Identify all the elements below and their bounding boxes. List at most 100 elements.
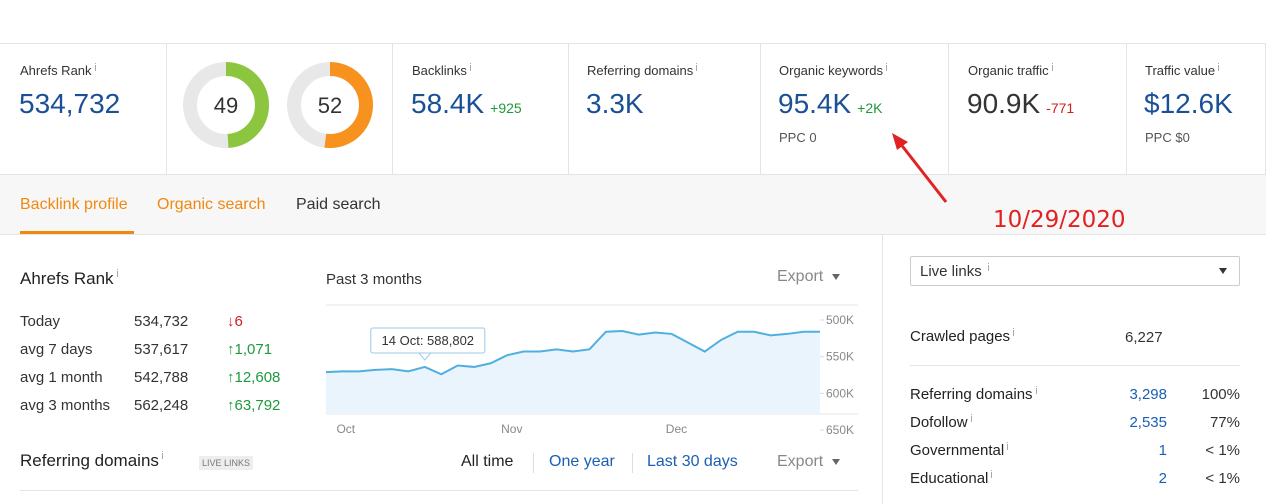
tooltip-text: 14 Oct: 588,802: [382, 333, 475, 348]
text: Referring domains: [587, 63, 694, 78]
side-border: [882, 235, 883, 504]
text: Traffic value: [1145, 63, 1216, 78]
tab-bar: [0, 174, 1266, 235]
row-value: 534,732: [134, 313, 189, 330]
info-icon: [1051, 63, 1055, 72]
side-percent: < 1%: [1205, 442, 1240, 459]
side-label: Referring domains: [910, 386, 1039, 403]
side-percent: < 1%: [1205, 470, 1240, 487]
y-tick-label: 550K: [826, 350, 854, 364]
gauges: 49 52: [183, 62, 373, 148]
metric-label: Ahrefs Rank: [20, 63, 98, 78]
info-icon: [469, 63, 473, 72]
tooltip-pointer: [417, 352, 432, 361]
metric-label: Organic keywords: [779, 63, 889, 78]
tab[interactable]: Paid search: [296, 196, 381, 213]
side-label: Governmental: [910, 442, 1010, 459]
metric-value-row: 58.4K +925: [411, 88, 522, 120]
text: Live links: [920, 263, 982, 280]
tab-underline: [20, 231, 134, 234]
range[interactable]: One year: [549, 453, 615, 470]
divider: [568, 43, 569, 174]
metric-label: Backlinks: [412, 63, 473, 78]
row-change: ↑63,792: [227, 397, 281, 414]
side-label: Crawled pages: [910, 328, 1016, 345]
info-icon: [987, 263, 991, 272]
text: Governmental: [910, 442, 1005, 459]
caret: [1219, 268, 1227, 274]
rank-chart: 500K 550K 600K 650K Oct Nov Dec 14 Oct: 588,802: [325, 304, 858, 437]
side-label: Educational: [910, 470, 994, 487]
text: Ahrefs Rank: [20, 269, 114, 288]
divider: [166, 43, 167, 174]
text: Referring domains: [910, 386, 1033, 403]
metric-value: 95.4K: [778, 88, 852, 119]
gauge-arc: [183, 62, 269, 148]
y-tick-label: 650K: [826, 423, 854, 437]
tab[interactable]: Organic search: [157, 196, 266, 213]
info-icon: [161, 451, 165, 460]
info-icon: [990, 470, 994, 479]
gauge-arc: [287, 62, 373, 148]
metric-label: Traffic value: [1145, 63, 1221, 78]
annotation-arrow: [892, 133, 948, 203]
period: Past 3 months: [326, 271, 422, 288]
metric-value-row: 90.9K -771: [967, 88, 1074, 120]
metric-label: Organic traffic: [968, 63, 1055, 78]
arrow-shaft: [894, 137, 948, 203]
row-value: 537,617: [134, 341, 189, 358]
divider: [392, 43, 393, 174]
range-active[interactable]: All time: [461, 453, 514, 470]
annotation: 10/29/2020: [993, 207, 1126, 233]
row-label: avg 1 month: [20, 369, 103, 386]
text: Crawled pages: [910, 328, 1011, 345]
metric-value: 90.9K: [967, 88, 1041, 119]
metric-value: 534,732: [19, 88, 121, 119]
metric-change: +2K: [857, 100, 883, 116]
side-label: Dofollow: [910, 414, 974, 431]
x-tick-label: Dec: [666, 422, 687, 436]
panel-title: Referring domains: [20, 451, 165, 471]
side-value: 3,298: [1129, 386, 1167, 403]
metric-sub: PPC $0: [1145, 130, 1190, 145]
info-icon: [1012, 328, 1016, 337]
x-tick-label: Oct: [336, 422, 355, 436]
export-button[interactable]: Export: [777, 268, 841, 286]
metric-value-row: 95.4K +2K: [778, 88, 882, 120]
metric-change: -771: [1046, 100, 1075, 116]
side-percent: 77%: [1209, 414, 1240, 431]
caret: [832, 458, 841, 465]
export-button[interactable]: Export: [777, 453, 841, 471]
info-icon: [1035, 386, 1039, 395]
row-value: 542,788: [134, 369, 189, 386]
side-percent: 100%: [1201, 386, 1240, 403]
metric-change: +925: [490, 100, 522, 116]
dropdown[interactable]: Live links: [910, 256, 1240, 286]
rule: [910, 365, 1240, 366]
metric-sub: PPC 0: [779, 130, 817, 145]
range[interactable]: Last 30 days: [647, 453, 738, 470]
divider: [760, 43, 761, 174]
text: Organic keywords: [779, 63, 884, 78]
row-change: ↑12,608: [227, 369, 281, 386]
panel-title: Ahrefs Rank: [20, 269, 120, 289]
text: Export: [777, 453, 824, 470]
info-icon: [1217, 63, 1221, 72]
row-change: ↑1,071: [227, 341, 273, 358]
gauge-value: 49: [214, 93, 238, 118]
y-tick-label: 500K: [826, 313, 854, 327]
tab-active[interactable]: Backlink profile: [20, 196, 128, 213]
x-tick-label: Nov: [501, 422, 522, 436]
side-value: 6,227: [1125, 329, 1163, 346]
header-frame: [0, 43, 1266, 235]
metric-value: $12.6K: [1144, 88, 1233, 119]
metric-label: Referring domains: [587, 63, 699, 78]
row-label: Today: [20, 313, 61, 330]
separator: [632, 453, 633, 473]
row-label: avg 7 days: [20, 341, 93, 358]
tag: LIVE LINKS: [199, 456, 254, 470]
info-icon: [94, 63, 98, 72]
line: [325, 329, 820, 376]
arrow-head: [892, 133, 908, 150]
